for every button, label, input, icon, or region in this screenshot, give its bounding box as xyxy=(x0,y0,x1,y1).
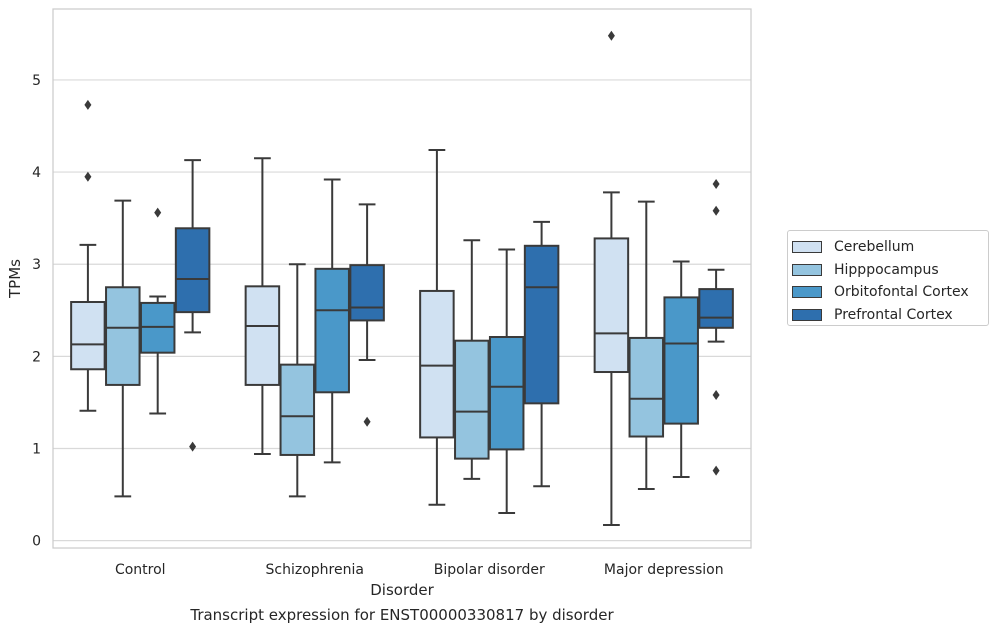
outlier-point xyxy=(712,465,720,476)
outlier-point xyxy=(363,416,371,427)
box-3-0 xyxy=(593,30,630,526)
legend-item: Hipppocampus xyxy=(792,259,988,282)
x-tick-label: Schizophrenia xyxy=(266,562,364,578)
box-2-1 xyxy=(454,239,490,480)
x-tick-label: Control xyxy=(115,562,166,578)
box-0-3 xyxy=(174,159,211,452)
box-1-3 xyxy=(349,203,385,427)
iqr-box xyxy=(105,286,141,386)
legend-item: Cerebellum xyxy=(792,236,988,259)
y-axis-label: TPMs xyxy=(6,259,24,299)
outlier-point xyxy=(189,441,197,452)
box-2-2 xyxy=(488,248,525,514)
iqr-box xyxy=(488,336,525,451)
iqr-box xyxy=(70,300,106,371)
outlier-point xyxy=(154,207,162,218)
x-tick-label: Major depression xyxy=(604,562,724,578)
box-1-1 xyxy=(279,263,316,498)
iqr-box xyxy=(174,227,211,314)
iqr-box xyxy=(419,289,455,439)
outlier-point xyxy=(84,99,92,110)
outlier-point xyxy=(607,30,615,41)
box-1-0 xyxy=(244,157,281,456)
legend-item: Prefrontal Cortex xyxy=(792,304,988,327)
chart-caption: Transcript expression for ENST0000033081… xyxy=(190,606,614,624)
y-tick-label: 4 xyxy=(32,165,41,181)
iqr-box xyxy=(593,237,630,374)
box-3-2 xyxy=(663,260,699,479)
box-3-3 xyxy=(698,179,734,476)
legend-swatch xyxy=(792,286,822,299)
outlier-point xyxy=(712,390,720,401)
y-tick-label: 3 xyxy=(32,257,41,273)
box-0-0 xyxy=(70,99,106,412)
box-0-1 xyxy=(105,199,141,498)
y-tick-labels: 0 1 2 3 4 5 xyxy=(32,73,41,550)
legend-label: Orbitofontal Cortex xyxy=(834,284,969,301)
iqr-box xyxy=(663,296,699,425)
legend-item: Orbitofontal Cortex xyxy=(792,281,988,304)
legend-label: Prefrontal Cortex xyxy=(834,306,953,323)
y-tick-label: 1 xyxy=(32,441,41,457)
iqr-box xyxy=(628,336,665,438)
iqr-box xyxy=(523,244,560,405)
outlier-point xyxy=(84,171,92,182)
legend-label: Hipppocampus xyxy=(834,261,939,278)
y-tick-label: 2 xyxy=(32,349,41,365)
x-tick-labels: Control Schizophrenia Bipolar disorder Majo… xyxy=(115,562,724,578)
legend-swatch xyxy=(792,241,822,254)
box-2-3 xyxy=(523,220,560,488)
iqr-box xyxy=(314,267,350,394)
box-series xyxy=(70,30,734,526)
iqr-box xyxy=(349,264,385,322)
legend-swatch xyxy=(792,308,822,321)
x-axis-label: Disorder xyxy=(370,581,434,599)
x-tick-label: Bipolar disorder xyxy=(434,562,545,578)
legend: Cerebellum Hipppocampus Orbitofontal Cor… xyxy=(787,230,989,326)
box-3-1 xyxy=(628,200,665,491)
legend-swatch xyxy=(792,263,822,276)
box-1-2 xyxy=(314,178,350,464)
outlier-point xyxy=(712,205,720,216)
gridlines xyxy=(53,79,751,542)
box-0-2 xyxy=(139,207,176,415)
iqr-box xyxy=(454,339,490,460)
y-tick-label: 0 xyxy=(32,534,41,550)
box-2-0 xyxy=(419,148,455,506)
outlier-point xyxy=(712,179,720,190)
iqr-box xyxy=(279,363,316,456)
legend-label: Cerebellum xyxy=(834,239,915,256)
iqr-box xyxy=(244,285,281,386)
plot-frame xyxy=(52,8,752,549)
y-tick-label: 5 xyxy=(32,73,41,89)
iqr-box xyxy=(698,288,734,329)
